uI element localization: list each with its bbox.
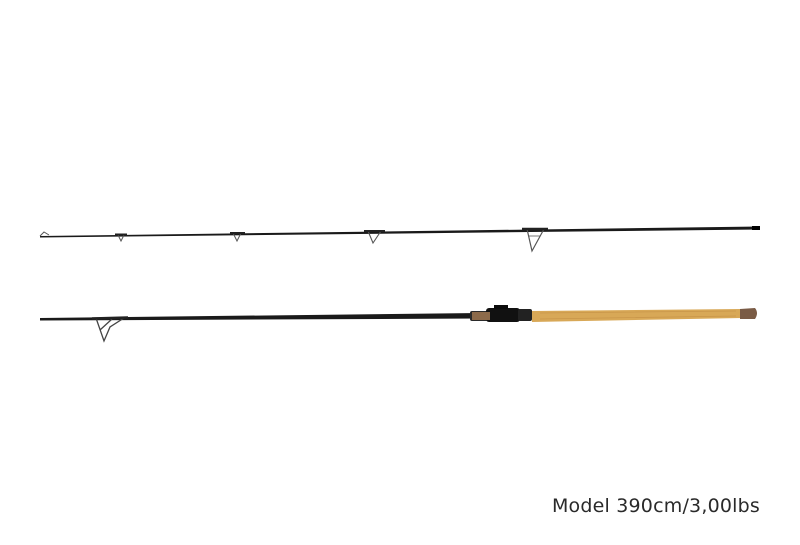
tip-ferrule [752, 226, 760, 230]
butt-section [40, 305, 757, 343]
fore-grip-cork [472, 312, 490, 320]
guide-1 [115, 233, 127, 243]
guide-3 [364, 230, 385, 245]
butt-blank [40, 313, 480, 321]
stripper-guide [91, 316, 129, 343]
guide-2 [230, 232, 245, 243]
butt-cap [740, 308, 757, 319]
tip-blank [40, 226, 760, 238]
tip-section [39, 226, 760, 253]
tip-top-guide [39, 231, 50, 237]
cork-texture [539, 310, 737, 320]
model-caption: Model 390cm/3,00lbs [551, 495, 760, 517]
guide-4 [522, 227, 548, 253]
